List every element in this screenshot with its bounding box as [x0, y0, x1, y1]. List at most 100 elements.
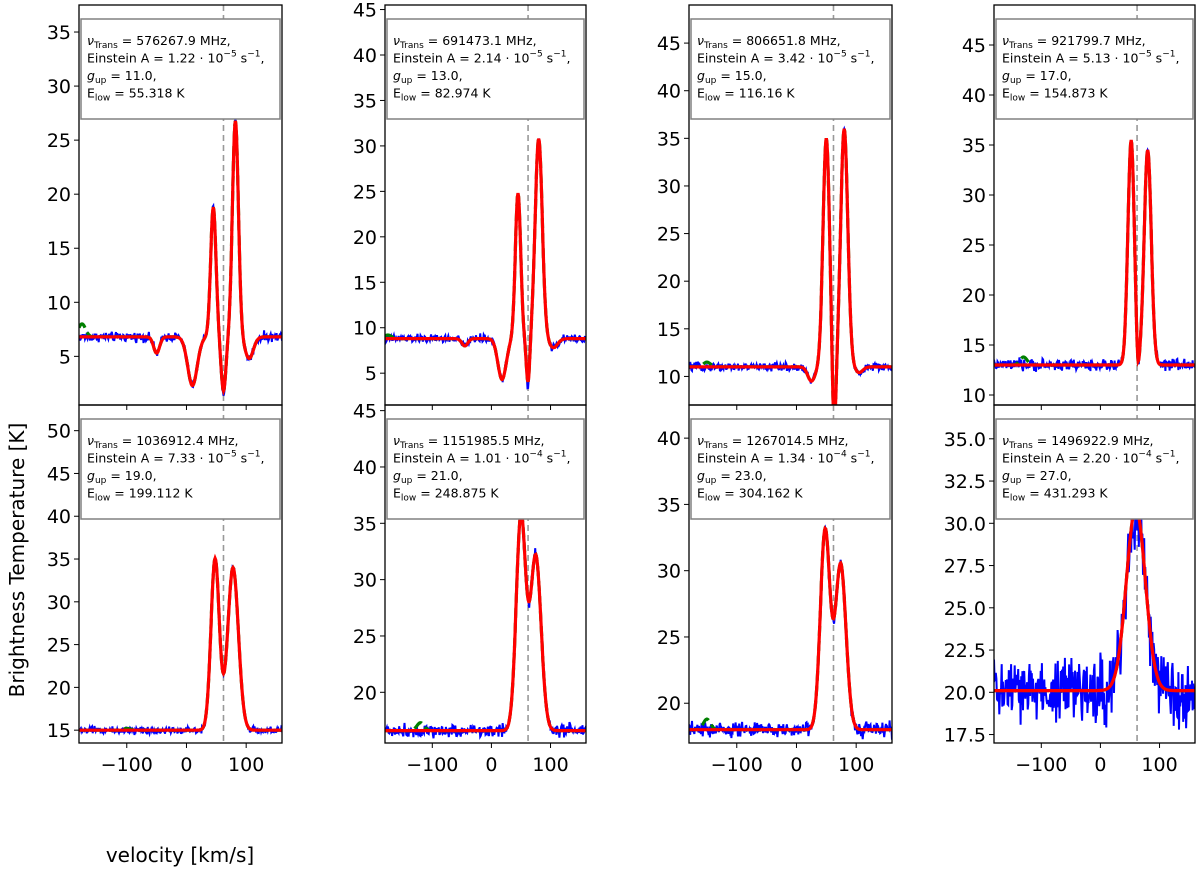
y-tick-label: 35: [47, 22, 71, 44]
model-fit-line: [994, 506, 1195, 693]
observed-spectrum-line: [994, 140, 1195, 374]
x-tick-label: 0: [180, 754, 192, 776]
y-tick-label: 10: [962, 385, 986, 407]
x-tick-label: 0: [485, 754, 497, 776]
model-fit-line: [385, 138, 586, 383]
y-tick-label: 25: [657, 627, 681, 649]
y-tick-label: 35: [47, 549, 71, 571]
info-e-low: Elow = 304.162 K: [697, 486, 803, 504]
model-dashed-line: [689, 128, 892, 405]
info-frequency: νTrans = 576267.9 MHz,: [87, 33, 231, 51]
info-e-low: Elow = 431.293 K: [1002, 486, 1108, 504]
y-tick-label: 10: [353, 318, 377, 340]
info-g-up: gup = 11.0,: [87, 68, 157, 86]
info-g-up: gup = 27.0,: [1002, 468, 1072, 486]
y-tick-label: 20: [353, 227, 377, 249]
panel-frame: [993, 404, 1196, 744]
x-tick-label: 100: [838, 754, 874, 776]
model-fit-line: [689, 128, 892, 405]
spectrum-panel-4: 10 15 20 25 30 35 40 45 νTrans = 921799.7 MHz,Ei…: [962, 4, 1196, 410]
observed-spectrum-line: [79, 558, 282, 738]
info-e-low: Elow = 154.873 K: [1002, 86, 1108, 104]
panel-frame: [384, 404, 587, 744]
y-tick-label: 40: [47, 506, 71, 528]
info-einstein-a: Einstein A = 1.34 · 10−4 s−1,: [697, 450, 874, 466]
y-tick-label: 25: [962, 235, 986, 257]
info-frequency: νTrans = 1151985.5 MHz,: [393, 433, 545, 451]
transition-info-box: [690, 418, 891, 520]
spectrum-panel-1: 5 10 15 20 25 30 35 νTrans = 576267.9 MHz,Einst…: [47, 4, 283, 410]
y-tick-label: 15: [47, 720, 71, 742]
info-frequency: νTrans = 806651.8 MHz,: [697, 33, 841, 51]
model-dashed-line: [994, 139, 1195, 367]
observed-spectrum-line: [385, 138, 586, 390]
info-e-low: Elow = 55.318 K: [87, 86, 185, 104]
y-tick-label: 20.0: [944, 682, 986, 704]
y-tick-label: 10: [657, 366, 681, 388]
info-frequency: νTrans = 1267014.5 MHz,: [697, 433, 849, 451]
x-tick-label: 100: [228, 754, 264, 776]
model-dashed-line: [994, 506, 1195, 693]
y-tick-label: 30: [657, 561, 681, 583]
info-e-low: Elow = 248.875 K: [393, 486, 499, 504]
spectrum-panel-5: 15 20 25 30 35 40 45 50 −100 0 100 νTrans = 1036912…: [47, 404, 283, 776]
model-fit-line: [385, 510, 586, 733]
y-tick-label: 20: [962, 285, 986, 307]
spectrum-panel-3: 10 15 20 25 30 35 40 45 νTrans = 806651.8 MHz,Ei…: [657, 4, 893, 410]
model-fit-line: [79, 553, 282, 732]
spectrum-panel-8: 17.5 20.0 22.5 25.0 27.5 30.0 32.5 35.0 −100 0 100…: [944, 404, 1196, 776]
x-tick-label: 100: [1141, 754, 1177, 776]
y-tick-label: 45: [962, 35, 986, 57]
model-fit-line: [994, 139, 1195, 367]
model-fit-line: [689, 525, 892, 732]
y-tick-label: 25.0: [944, 598, 986, 620]
y-tick-label: 10: [47, 292, 71, 314]
x-tick-label: −100: [406, 754, 458, 776]
y-tick-label: 45: [657, 33, 681, 55]
y-tick-label: 30: [962, 185, 986, 207]
y-tick-label: 40: [657, 428, 681, 450]
x-axis-title: velocity [km/s]: [106, 843, 254, 867]
spectrum-panel-7: 20 25 30 35 40 −100 0 100 νTrans = 1267014.5 MHz…: [657, 404, 893, 776]
y-tick-label: 25: [353, 181, 377, 203]
panel-frame: [688, 404, 893, 744]
y-tick-label: 35: [353, 513, 377, 535]
info-einstein-a: Einstein A = 1.22 · 10−5 s−1,: [87, 50, 264, 66]
y-tick-label: 32.5: [944, 471, 986, 493]
y-tick-label: 30: [353, 570, 377, 592]
x-tick-label: 100: [532, 754, 568, 776]
x-tick-label: −100: [1015, 754, 1067, 776]
x-tick-label: −100: [711, 754, 763, 776]
model-fit-line: [79, 120, 282, 396]
info-e-low: Elow = 116.16 K: [697, 86, 795, 104]
y-tick-label: 20: [657, 693, 681, 715]
info-frequency: νTrans = 691473.1 MHz,: [393, 33, 537, 51]
transition-info-box: [995, 418, 1194, 520]
info-g-up: gup = 21.0,: [393, 468, 463, 486]
info-frequency: νTrans = 921799.7 MHz,: [1002, 33, 1146, 51]
info-frequency: νTrans = 1496922.9 MHz,: [1002, 433, 1154, 451]
y-tick-label: 15: [353, 272, 377, 294]
y-tick-label: 5: [59, 346, 71, 368]
x-tick-label: −100: [101, 754, 153, 776]
y-tick-label: 20: [47, 677, 71, 699]
info-g-up: gup = 13.0,: [393, 68, 463, 86]
y-tick-label: 35: [962, 135, 986, 157]
y-tick-label: 45: [353, 401, 377, 423]
y-tick-label: 15: [962, 335, 986, 357]
transition-info-box: [80, 18, 281, 120]
info-einstein-a: Einstein A = 5.13 · 10−5 s−1,: [1002, 50, 1179, 66]
info-einstein-a: Einstein A = 7.33 · 10−5 s−1,: [87, 450, 264, 466]
y-tick-label: 20: [657, 271, 681, 293]
y-tick-label: 5: [365, 363, 377, 385]
info-einstein-a: Einstein A = 2.14 · 10−5 s−1,: [393, 50, 570, 66]
y-tick-label: 30: [47, 592, 71, 614]
info-frequency: νTrans = 1036912.4 MHz,: [87, 433, 239, 451]
info-g-up: gup = 15.0,: [697, 68, 767, 86]
y-tick-label: 45: [47, 463, 71, 485]
y-tick-label: 25: [47, 130, 71, 152]
y-tick-label: 25: [657, 224, 681, 246]
y-tick-label: 20: [353, 682, 377, 704]
info-e-low: Elow = 82.974 K: [393, 86, 491, 104]
